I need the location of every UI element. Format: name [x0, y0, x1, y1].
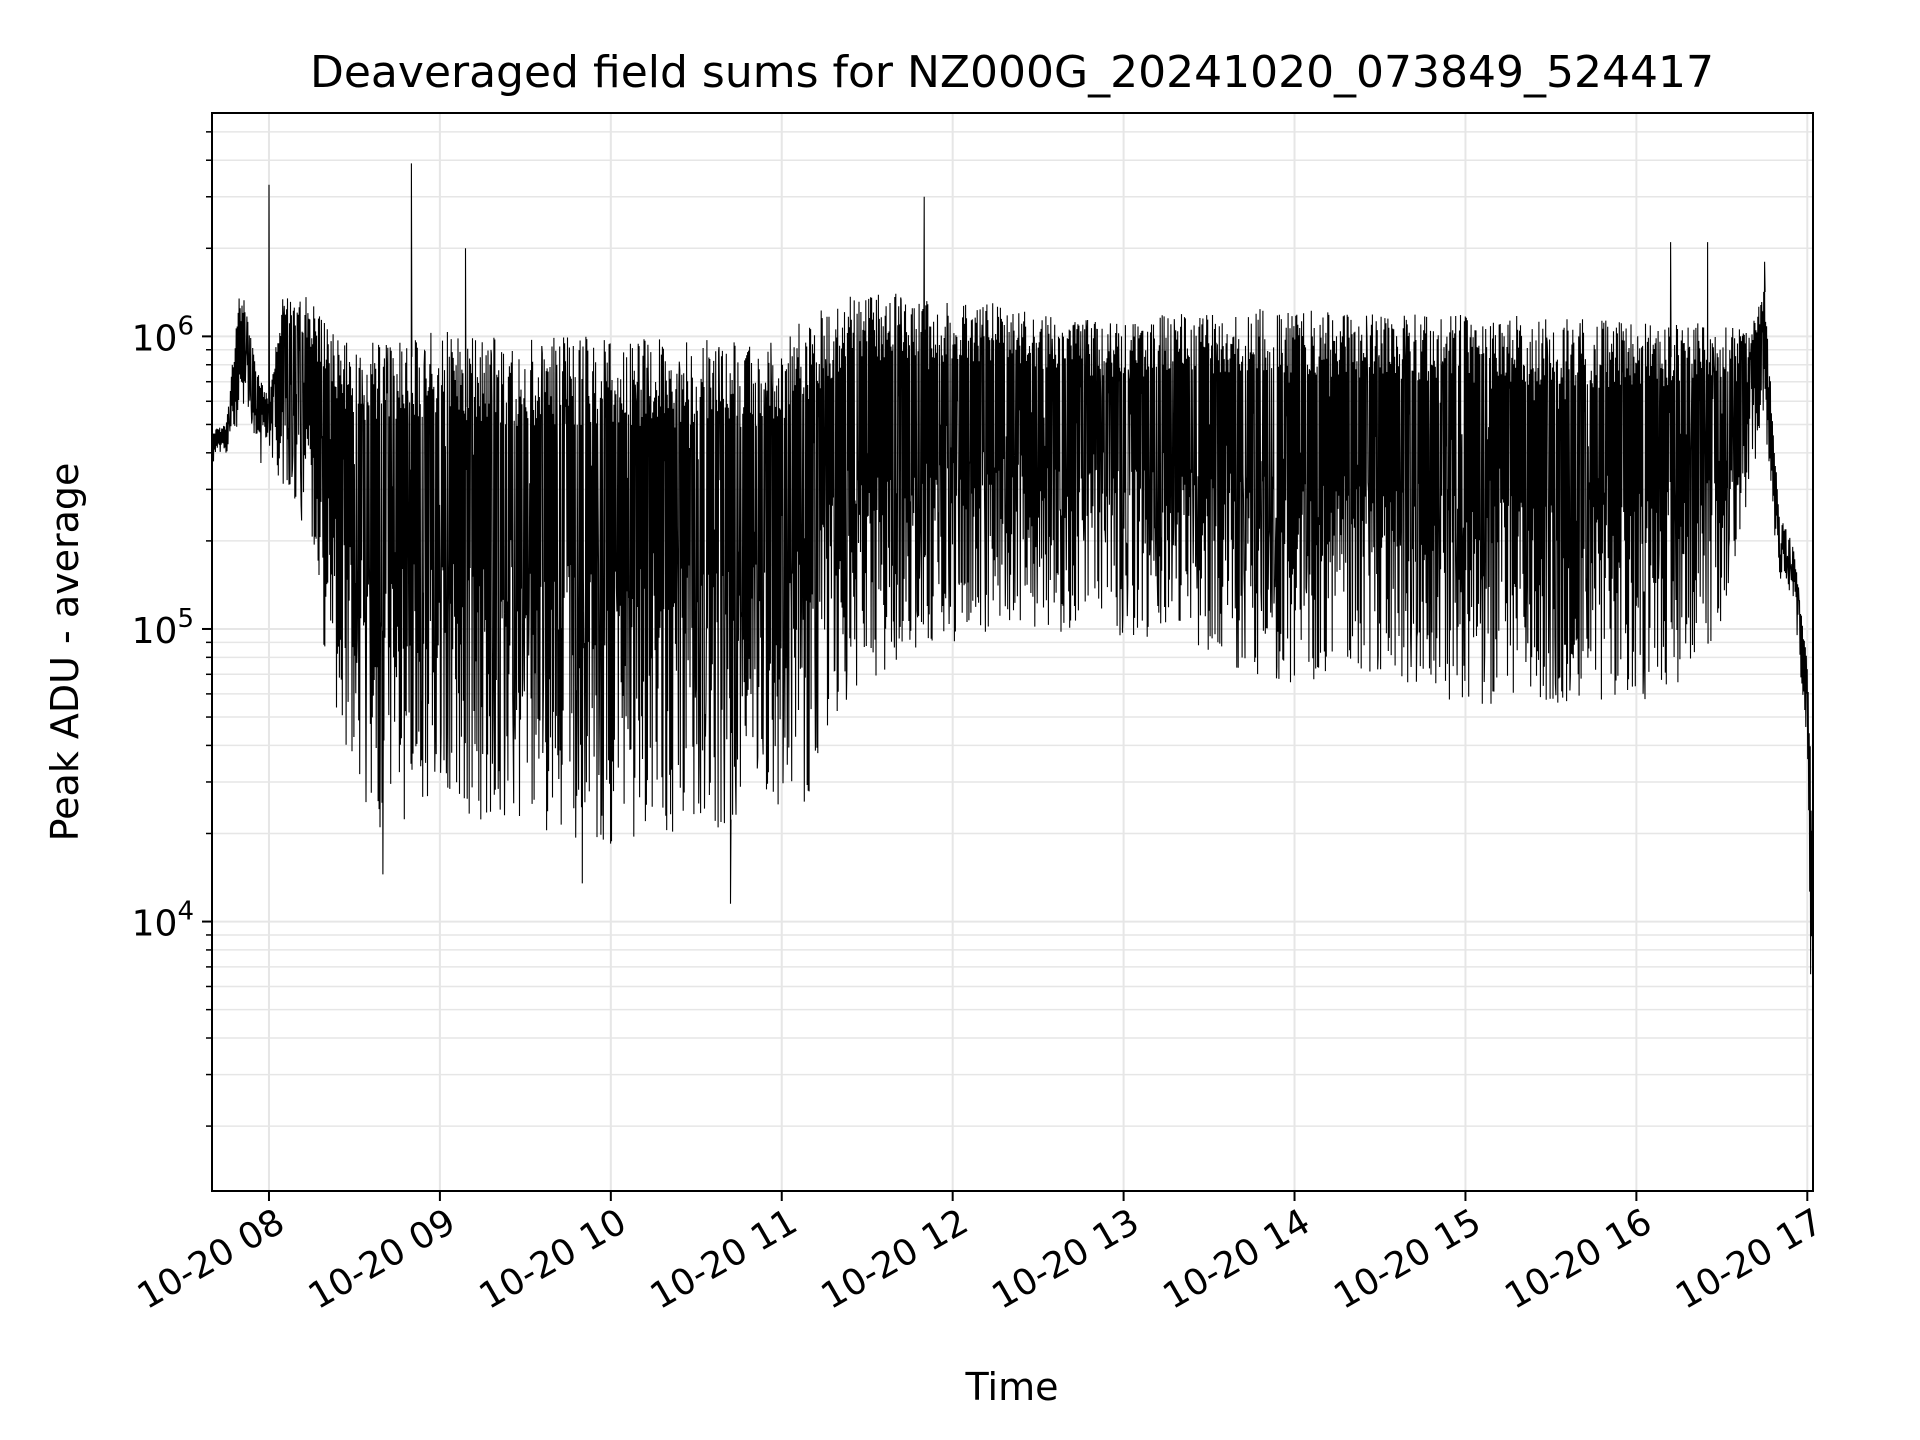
series-layer [211, 163, 1814, 975]
plot-frame [211, 112, 1814, 1192]
x-axis-label: Time [965, 1365, 1059, 1409]
y-axis-label: Peak ADU - average [43, 463, 87, 842]
series-line [211, 163, 1814, 975]
chart-title: Deaveraged field sums for NZ000G_2024102… [310, 47, 1714, 98]
